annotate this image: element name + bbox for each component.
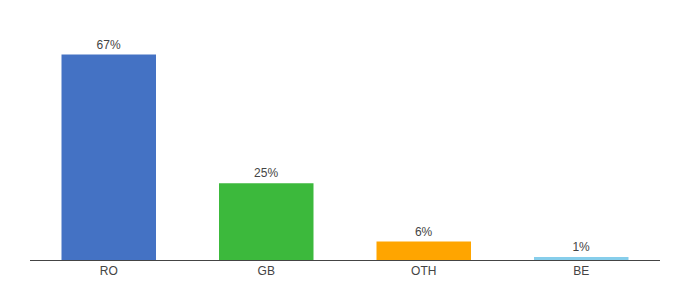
svg-text:BE: BE — [573, 264, 589, 278]
svg-text:1%: 1% — [572, 240, 590, 254]
svg-text:67%: 67% — [97, 38, 121, 52]
svg-text:GB: GB — [258, 264, 275, 278]
svg-text:25%: 25% — [254, 166, 278, 180]
svg-text:OTH: OTH — [411, 264, 436, 278]
svg-text:RO: RO — [100, 264, 118, 278]
svg-text:6%: 6% — [415, 225, 433, 239]
